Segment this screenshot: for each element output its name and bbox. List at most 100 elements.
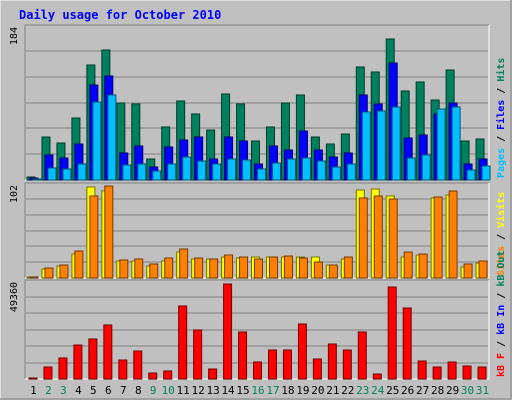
- bar-pages-day-24: [376, 110, 386, 181]
- bar-sites-day-6: [104, 185, 114, 279]
- x-tick-label-day-27: 27: [416, 384, 429, 397]
- bar-pages-day-10: [167, 163, 177, 181]
- x-tick-label-day-16: 16: [251, 384, 264, 397]
- bar-pages-day-28: [436, 108, 446, 181]
- bar-pages-day-29: [451, 106, 461, 181]
- bar-kb-f-day-5: [88, 338, 98, 380]
- bar-kb-f-day-24: [372, 373, 382, 380]
- bar-sites-day-27: [418, 253, 428, 279]
- bar-sites-day-20: [313, 261, 323, 279]
- bar-kb-f-day-13: [208, 368, 218, 380]
- legend-part: kB F: [496, 353, 507, 377]
- bar-pages-day-31: [481, 165, 491, 181]
- bar-kb-f-day-18: [282, 349, 292, 380]
- panel-hits-files-pages-legend: Pages / Files / Hits: [495, 58, 507, 178]
- bar-sites-day-26: [403, 251, 413, 279]
- x-tick-label-day-9: 9: [150, 384, 157, 397]
- bar-pages-day-13: [212, 163, 222, 181]
- x-tick-label-day-7: 7: [120, 384, 127, 397]
- bar-kb-f-day-10: [163, 370, 173, 380]
- legend-part: Files: [495, 100, 507, 130]
- x-tick-label-day-1: 1: [30, 384, 37, 397]
- legend-part: Hits: [495, 58, 507, 82]
- legend-part: kB In: [496, 305, 507, 335]
- bar-sites-day-8: [134, 258, 144, 279]
- x-tick-label-day-12: 12: [192, 384, 205, 397]
- legend-part: /: [496, 335, 507, 353]
- bar-sites-day-15: [239, 256, 249, 279]
- bar-kb-f-day-19: [297, 323, 307, 380]
- bar-sites-day-18: [283, 255, 293, 279]
- bar-pages-day-14: [227, 158, 237, 181]
- bar-pages-day-9: [152, 170, 162, 181]
- x-tick-label-day-13: 13: [206, 384, 219, 397]
- panel-hits-files-pages-frame-shadow: [24, 24, 489, 180]
- bar-kb-f-day-8: [133, 350, 143, 380]
- bar-pages-day-25: [391, 106, 401, 181]
- bar-kb-f-day-9: [148, 372, 158, 380]
- x-tick-label-day-29: 29: [446, 384, 459, 397]
- bar-pages-day-12: [197, 160, 207, 181]
- chart-panels: 184 Pages / Files / Hits 102 Sites / Visits…: [9, 24, 507, 380]
- x-tick-label-day-31: 31: [476, 384, 489, 397]
- bar-pages-day-27: [421, 154, 431, 181]
- x-tick-label-day-20: 20: [311, 384, 324, 397]
- legend-part: /: [496, 130, 507, 148]
- bar-pages-day-20: [316, 160, 326, 181]
- x-tick-label-day-8: 8: [135, 384, 142, 397]
- bar-sites-day-16: [254, 258, 264, 279]
- legend-part: /: [496, 287, 507, 305]
- x-tick-label-day-11: 11: [177, 384, 190, 397]
- x-tick-label-day-15: 15: [236, 384, 249, 397]
- x-tick-label-day-14: 14: [221, 384, 235, 397]
- panel-visits-sites-legend: Sites / Visits: [495, 192, 507, 276]
- bar-kb-f-day-20: [312, 358, 322, 380]
- bar-kb-f-day-1: [28, 377, 38, 380]
- bar-pages-day-8: [137, 163, 147, 181]
- bar-pages-day-11: [182, 156, 192, 181]
- legend-part: Visits: [495, 192, 507, 228]
- bar-sites-day-5: [89, 195, 99, 279]
- bar-kb-f-day-26: [402, 307, 412, 380]
- x-tick-label-day-30: 30: [461, 384, 474, 397]
- bar-sites-day-13: [209, 258, 219, 279]
- x-tick-label-day-23: 23: [356, 384, 369, 397]
- bar-kb-f-day-31: [477, 366, 487, 380]
- bar-kb-f-day-17: [267, 349, 277, 380]
- bar-pages-day-23: [361, 111, 371, 181]
- panel-kbytes-legend: kB F / kB In / kB Out: [496, 251, 507, 377]
- x-tick-label-day-17: 17: [266, 384, 279, 397]
- bar-kb-f-day-22: [342, 349, 352, 380]
- bar-sites-day-17: [268, 256, 278, 279]
- bar-sites-day-3: [59, 264, 69, 279]
- bar-pages-day-22: [346, 163, 356, 181]
- bar-pages-day-5: [92, 101, 102, 181]
- bar-sites-day-12: [194, 257, 204, 279]
- bar-sites-day-22: [343, 256, 353, 279]
- x-tick-label-day-6: 6: [105, 384, 112, 397]
- bar-kb-f-day-7: [118, 359, 128, 380]
- bar-pages-day-30: [466, 169, 476, 181]
- bar-pages-day-1: [32, 178, 42, 181]
- x-axis-day-labels: 1 2 3 4 5 6 7 8 9 10 11 12 13 14 15 16 17 18 19 20 21 22 23 24 2…: [30, 384, 489, 397]
- x-tick-label-day-2: 2: [45, 384, 52, 397]
- x-tick-label-day-10: 10: [162, 384, 175, 397]
- panel-kbytes-frame-shadow: [24, 279, 489, 379]
- bar-kb-f-day-27: [417, 360, 427, 380]
- bar-pages-day-16: [257, 168, 267, 181]
- bar-kb-f-day-30: [462, 365, 472, 380]
- bar-kb-f-day-6: [103, 324, 113, 380]
- x-tick-label-day-28: 28: [431, 384, 444, 397]
- bar-sites-day-14: [224, 254, 234, 279]
- bar-sites-day-1: [29, 276, 39, 279]
- bar-kb-f-day-28: [432, 366, 442, 380]
- panel-hits-files-pages-max-label: 184: [9, 27, 20, 45]
- bar-sites-day-4: [74, 250, 84, 279]
- bar-pages-day-15: [242, 159, 252, 181]
- panel-kbytes-max-label: 49360: [9, 282, 20, 312]
- x-tick-label-day-21: 21: [326, 384, 339, 397]
- panel-visits-sites-max-label: 102: [9, 185, 20, 203]
